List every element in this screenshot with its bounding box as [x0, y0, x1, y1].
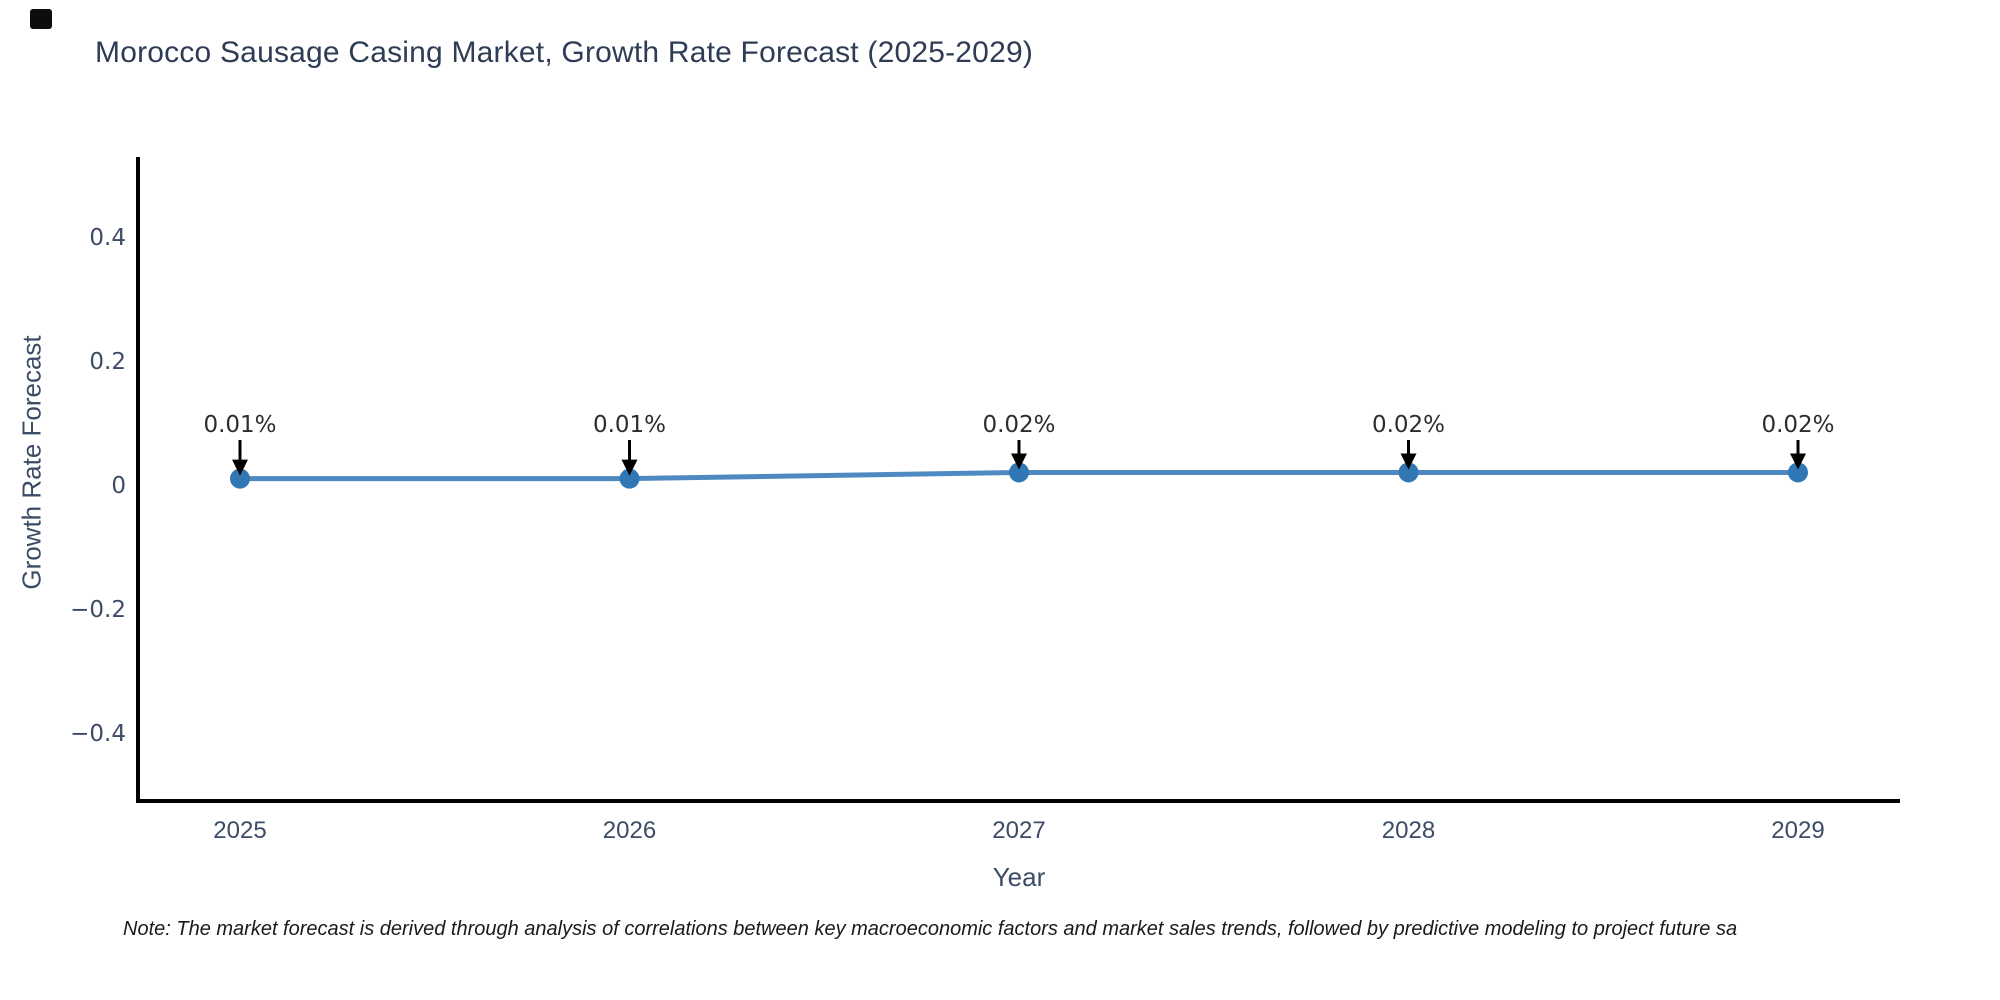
y-tick-label: −0.4: [70, 721, 126, 747]
data-point-marker: [1788, 462, 1808, 483]
annotation-arrowhead: [232, 459, 248, 476]
annotation-arrowhead: [1790, 453, 1806, 470]
x-tick-label: 2026: [603, 817, 656, 844]
annotation-arrowhead: [1400, 453, 1417, 470]
chart-title: Morocco Sausage Casing Market, Growth Ra…: [95, 36, 1034, 69]
x-tick-label: 2027: [992, 817, 1045, 844]
data-point-label: 0.02%: [982, 412, 1055, 438]
data-point-marker: [619, 468, 640, 489]
data-point-marker: [230, 468, 250, 489]
x-tick-label: 2028: [1382, 817, 1435, 844]
data-point-marker: [1009, 462, 1029, 483]
data-point-marker: [1398, 462, 1419, 483]
x-tick-label: 2029: [1771, 817, 1824, 844]
x-tick-label: 2025: [213, 817, 266, 844]
data-point-label: 0.01%: [593, 412, 666, 438]
data-point-label: 0.02%: [1372, 412, 1445, 438]
y-tick-label: 0.2: [89, 349, 126, 375]
footnote: Note: The market forecast is derived thr…: [123, 918, 1738, 940]
data-point-label: 0.02%: [1761, 412, 1834, 438]
logo-mark: [30, 9, 52, 29]
data-point-label: 0.01%: [203, 412, 276, 438]
annotation-arrowhead: [1011, 453, 1027, 470]
x-axis-title: Year: [992, 862, 1046, 892]
y-tick-label: 0: [111, 473, 126, 499]
y-tick-label: 0.4: [89, 225, 126, 251]
annotation-arrowhead: [621, 459, 638, 476]
y-tick-label: −0.2: [70, 597, 126, 623]
